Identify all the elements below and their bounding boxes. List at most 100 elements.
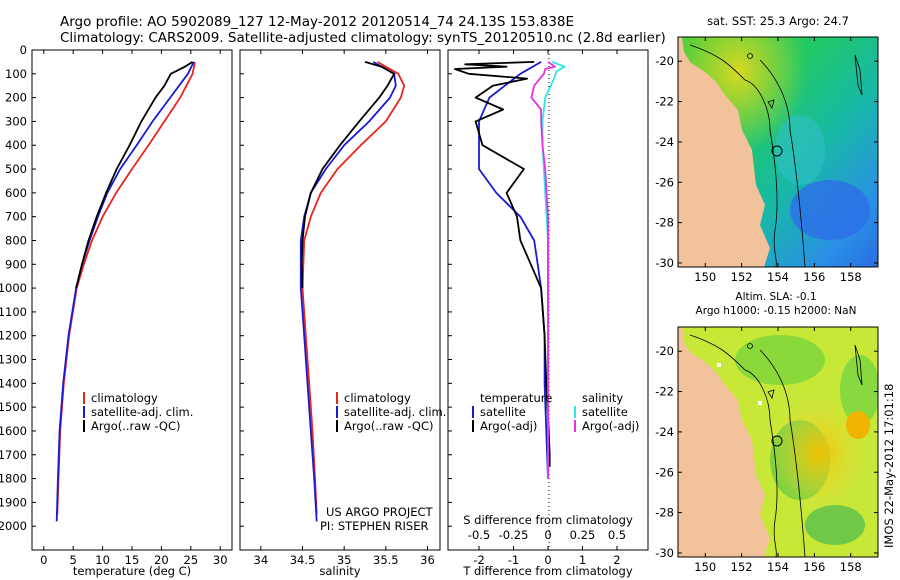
s-diff-tick-label: 0.5 — [608, 528, 626, 542]
legend-label-satellite: satellite-adj. clim. — [91, 405, 193, 419]
lon-tick-label: 158 — [840, 560, 862, 574]
depth-tick-label: 700 — [5, 210, 27, 224]
x-tick-label: 20 — [154, 553, 169, 567]
legend-title-salinity: salinity — [582, 391, 623, 405]
depth-tick-label: 200 — [5, 91, 27, 105]
x-tick-label: 15 — [125, 553, 140, 567]
series-line-argo-raw-qc- — [75, 61, 194, 289]
x-tick-label: 34.5 — [290, 553, 316, 567]
lon-tick-label: 154 — [767, 270, 789, 284]
legend-label-satellite: satellite-adj. clim. — [344, 405, 446, 419]
depth-tick-label: 600 — [5, 186, 27, 200]
salinity-x-axis: 34 34.5 35 35.5 36 — [254, 50, 435, 567]
reef-outline — [747, 343, 753, 349]
sst-map-axes: 150 152 154 156 158 -20 -22 -24 -26 -28 -30 — [655, 37, 878, 284]
lon-tick-label: 156 — [803, 560, 825, 574]
lon-tick-label: 152 — [731, 270, 753, 284]
x-tick-label: 1 — [579, 553, 586, 567]
depth-tick-label: 1800 — [0, 472, 27, 486]
difference-series — [453, 61, 566, 479]
depth-tick-label: 900 — [5, 257, 27, 271]
sst-cool-patch — [775, 115, 825, 185]
lat-tick-label: -28 — [655, 506, 674, 520]
reef-outline — [767, 389, 775, 399]
lat-tick-label: -30 — [655, 256, 674, 270]
reef-outline — [854, 344, 863, 386]
depth-tick-label: 1300 — [0, 353, 27, 367]
sla-map-title-1: Altim. SLA: -0.1 — [735, 291, 816, 303]
land-mass — [678, 37, 770, 267]
legend-label-s-argo: Argo(-adj) — [582, 419, 639, 433]
lon-tick-label: 152 — [731, 560, 753, 574]
x-tick-label: 0 — [40, 553, 47, 567]
x-tick-label: 2 — [613, 553, 620, 567]
project-annotation-2: PI: STEPHEN RISER — [320, 519, 429, 533]
depth-tick-label: 300 — [5, 114, 27, 128]
lon-tick-label: 156 — [803, 270, 825, 284]
series-line-climatology — [301, 61, 406, 515]
altimetry-point — [758, 401, 762, 405]
altimetry-point — [717, 363, 721, 367]
temperature-legend: climatology satellite-adj. clim. Argo(..… — [83, 391, 193, 433]
legend-label-t-satellite: satellite — [480, 405, 526, 419]
depth-tick-label: 0 — [20, 43, 27, 57]
depth-tick-label: 1500 — [0, 400, 27, 414]
depth-tick-label: 1200 — [0, 329, 27, 343]
salinity-legend: climatology satellite-adj. clim. Argo(..… — [336, 391, 446, 433]
lat-tick-label: -24 — [655, 425, 674, 439]
sla-high-patch — [846, 411, 870, 439]
legend-label-climatology: climatology — [344, 391, 411, 405]
x-tick-label: 0 — [544, 553, 551, 567]
lon-tick-label: 150 — [694, 270, 716, 284]
x-tick-label: 30 — [213, 553, 228, 567]
series-line-s-argo-adj- — [530, 61, 556, 479]
imos-timestamp: IMOS 22-May-2012 17:01:18 — [882, 384, 896, 548]
lat-tick-label: -30 — [655, 546, 674, 560]
bathymetry-contour — [759, 59, 806, 267]
s-diff-tick-label: -0.5 — [468, 528, 490, 542]
legend-label-argo: Argo(..raw -QC) — [91, 419, 181, 433]
sla-map — [678, 327, 878, 557]
salinity-plot-frame — [239, 49, 441, 551]
reef-outline — [767, 99, 775, 109]
title-line-1: Argo profile: AO 5902089_127 12-May-2012… — [60, 14, 574, 30]
depth-tick-label: 500 — [5, 162, 27, 176]
series-line-satellite-adj-clim- — [299, 61, 397, 522]
bathymetry-contour — [689, 44, 778, 267]
s-diff-tick-label: -0.25 — [499, 528, 529, 542]
lat-tick-label: -20 — [655, 344, 674, 358]
lat-tick-label: -28 — [655, 216, 674, 230]
sst-map — [678, 37, 878, 267]
lon-tick-label: 154 — [767, 560, 789, 574]
depth-tick-label: 1000 — [0, 281, 27, 295]
project-annotation-1: US ARGO PROJECT — [326, 505, 434, 519]
argo-position-marker — [771, 435, 783, 447]
salinity-series — [299, 61, 406, 522]
s-diff-tick-label: 0 — [544, 528, 551, 542]
depth-tick-label: 2000 — [0, 519, 27, 533]
reef-outline — [747, 53, 753, 59]
difference-legend: temperature satellite Argo(-adj) salinit… — [472, 391, 639, 433]
series-line-climatology — [56, 61, 196, 515]
temperature-x-axis: 0 5 10 15 20 25 30 — [40, 50, 228, 567]
legend-label-argo: Argo(..raw -QC) — [344, 419, 434, 433]
lat-tick-label: -20 — [655, 54, 674, 68]
bathymetry-contour — [689, 334, 778, 557]
depth-tick-label: 400 — [5, 138, 27, 152]
x-tick-label: 5 — [70, 553, 77, 567]
depth-tick-label: 100 — [5, 67, 27, 81]
depth-tick-label: 1900 — [0, 495, 27, 509]
depth-tick-label: 800 — [5, 233, 27, 247]
temperature-plot-frame — [31, 49, 233, 551]
x-tick-label: 36 — [420, 553, 435, 567]
lat-tick-label: -26 — [655, 465, 674, 479]
lat-tick-label: -22 — [655, 385, 674, 399]
s-diff-tick-label: 0.25 — [570, 528, 596, 542]
series-line-t-argo-adj- — [453, 61, 551, 467]
depth-tick-label: 1600 — [0, 424, 27, 438]
x-tick-label: 25 — [184, 553, 199, 567]
reef-outline — [854, 54, 863, 96]
series-line-satellite-adj-clim- — [55, 61, 195, 522]
sla-map-title-2: Argo h1000: -0.15 h2000: NaN — [696, 305, 857, 317]
